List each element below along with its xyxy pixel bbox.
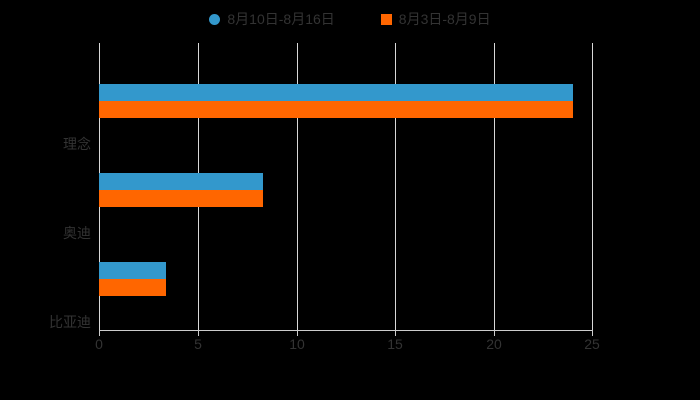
y-axis-label-2: 比亚迪 [49, 314, 91, 330]
y-axis-labels: 理念 奥迪 比亚迪 [0, 43, 91, 330]
gridline-25 [592, 43, 593, 330]
legend-marker-circle-icon [209, 13, 221, 25]
gridline-15 [395, 43, 396, 330]
legend-marker-square-icon [380, 13, 392, 25]
chart-legend: 8月10日-8月16日 8月3日-8月9日 [0, 6, 700, 32]
bar-series1-cat0[interactable] [99, 101, 574, 118]
x-tick-mark-2 [297, 331, 298, 336]
y-axis-label-1: 奥迪 [63, 225, 91, 241]
bar-series0-cat2[interactable] [99, 262, 167, 279]
gridline-20 [494, 43, 495, 330]
bar-series1-cat1[interactable] [99, 190, 263, 207]
x-tick-label-4: 20 [486, 336, 502, 352]
x-tick-label-1: 5 [194, 336, 202, 352]
x-tick-mark-3 [395, 331, 396, 336]
legend-item-series-0[interactable]: 8月10日-8月16日 [209, 11, 335, 27]
bar-series0-cat1[interactable] [99, 173, 263, 190]
x-axis-line [99, 330, 593, 331]
bar-series0-cat0[interactable] [99, 84, 574, 101]
x-tick-label-2: 10 [289, 336, 305, 352]
legend-label-series-1: 8月3日-8月9日 [398, 11, 491, 27]
x-tick-mark-0 [99, 331, 100, 336]
x-tick-mark-5 [592, 331, 593, 336]
x-tick-label-0: 0 [95, 336, 103, 352]
y-axis-label-0: 理念 [63, 136, 91, 152]
x-tick-label-5: 25 [584, 336, 600, 352]
legend-label-series-0: 8月10日-8月16日 [227, 11, 335, 27]
x-tick-mark-4 [494, 331, 495, 336]
legend-item-series-1[interactable]: 8月3日-8月9日 [380, 11, 491, 27]
plot-area [99, 43, 593, 330]
gridline-10 [297, 43, 298, 330]
bar-series1-cat2[interactable] [99, 279, 167, 296]
x-tick-mark-1 [198, 331, 199, 336]
x-tick-label-3: 15 [387, 336, 403, 352]
